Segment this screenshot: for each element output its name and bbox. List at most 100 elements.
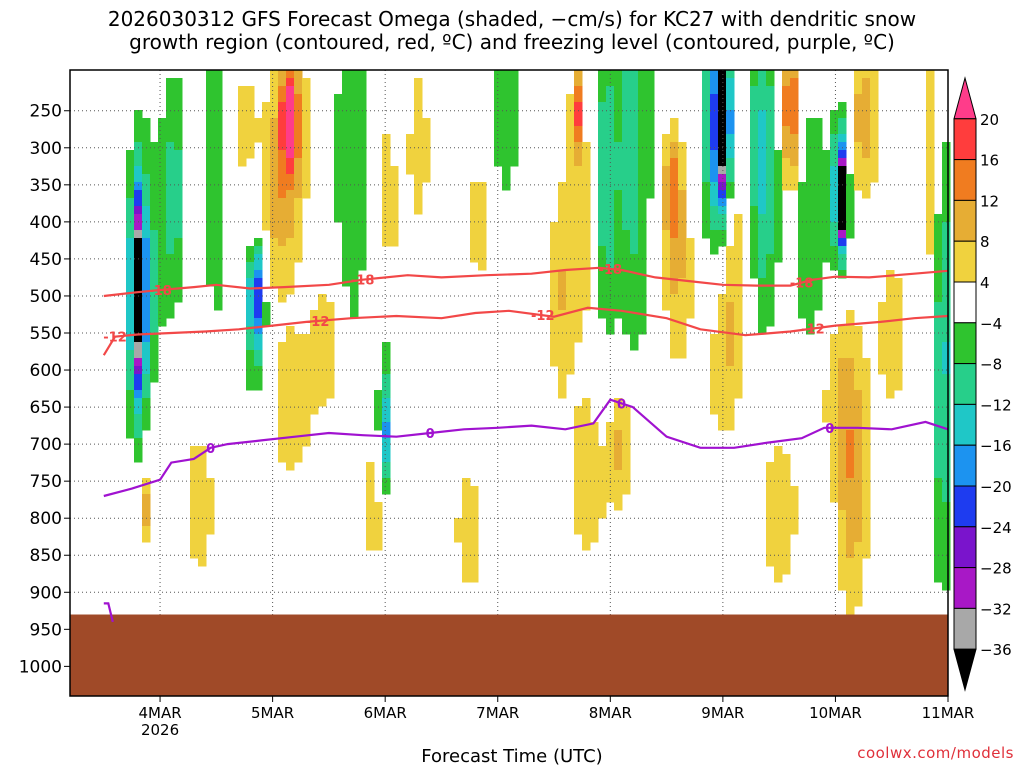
omega-cell — [782, 166, 791, 175]
omega-cell — [358, 230, 367, 239]
omega-cell — [782, 558, 791, 567]
omega-cell — [630, 270, 639, 279]
omega-cell — [406, 150, 415, 159]
omega-cell — [838, 462, 847, 471]
omega-cell — [822, 214, 831, 223]
omega-cell — [214, 174, 223, 183]
omega-cell — [934, 494, 943, 503]
omega-cell — [574, 486, 583, 495]
omega-cell — [766, 158, 775, 167]
omega-cell — [302, 422, 311, 431]
omega-cell — [710, 94, 719, 103]
omega-cell — [550, 238, 559, 247]
omega-cell — [166, 262, 175, 271]
omega-cell — [854, 550, 863, 559]
omega-cell — [158, 262, 167, 271]
omega-cell — [942, 382, 951, 391]
omega-cell — [134, 454, 143, 463]
omega-cell — [246, 310, 255, 319]
omega-cell — [142, 246, 151, 255]
omega-cell — [750, 142, 759, 151]
omega-cell — [214, 238, 223, 247]
omega-cell — [350, 142, 359, 151]
omega-cell — [942, 518, 951, 527]
omega-cell — [374, 502, 383, 511]
omega-cell — [598, 494, 607, 503]
omega-cell — [286, 206, 295, 215]
omega-cell — [150, 334, 159, 343]
omega-cell — [854, 502, 863, 511]
omega-cell — [862, 94, 871, 103]
omega-cell — [158, 222, 167, 231]
y-tick-label: 500 — [30, 287, 62, 307]
omega-cell — [726, 382, 735, 391]
omega-cell — [766, 190, 775, 199]
omega-cell — [502, 78, 511, 87]
omega-cell — [550, 254, 559, 263]
omega-cell — [814, 142, 823, 151]
omega-cell — [142, 310, 151, 319]
omega-cell — [614, 478, 623, 487]
omega-cell — [766, 318, 775, 327]
omega-cell — [470, 574, 479, 583]
omega-cell — [702, 222, 711, 231]
omega-cell — [614, 198, 623, 207]
omega-cell — [206, 206, 215, 215]
omega-cell — [638, 230, 647, 239]
omega-cell — [622, 78, 631, 87]
omega-cell — [886, 270, 895, 279]
omega-cell — [758, 118, 767, 127]
omega-cell — [846, 174, 855, 183]
omega-cell — [622, 438, 631, 447]
omega-cell — [630, 342, 639, 351]
colorbar-label: −8 — [980, 356, 1002, 374]
omega-cell — [374, 526, 383, 535]
omega-cell — [798, 182, 807, 191]
omega-cell — [470, 494, 479, 503]
omega-cell — [286, 382, 295, 391]
omega-cell — [270, 278, 279, 287]
omega-cell — [934, 486, 943, 495]
omega-cell — [942, 230, 951, 239]
omega-cell — [934, 406, 943, 415]
omega-cell — [718, 238, 727, 247]
omega-cell — [750, 230, 759, 239]
colorbar-bin — [953, 444, 977, 487]
omega-cell — [942, 534, 951, 543]
omega-cell — [254, 318, 263, 327]
omega-cell — [350, 110, 359, 119]
omega-cell — [934, 454, 943, 463]
omega-cell — [862, 78, 871, 87]
omega-cell — [798, 198, 807, 207]
omega-cell — [126, 150, 135, 159]
omega-cell — [422, 142, 431, 151]
omega-cell — [854, 510, 863, 519]
omega-cell — [278, 286, 287, 295]
omega-cell — [302, 350, 311, 359]
omega-cell — [630, 262, 639, 271]
omega-cell — [718, 206, 727, 215]
omega-cell — [670, 142, 679, 151]
omega-cell — [358, 110, 367, 119]
omega-cell — [734, 374, 743, 383]
y-tick-label: 1000 — [19, 657, 62, 677]
omega-cell — [286, 230, 295, 239]
contour-0-low — [103, 602, 114, 623]
omega-cell — [294, 454, 303, 463]
omega-cell — [574, 102, 583, 111]
omega-cell — [286, 70, 295, 79]
omega-cell — [126, 198, 135, 207]
omega-cell — [942, 478, 951, 487]
omega-cell — [334, 166, 343, 175]
omega-cell — [510, 158, 519, 167]
omega-cell — [206, 126, 215, 135]
omega-cell — [302, 110, 311, 119]
omega-cell — [622, 318, 631, 327]
omega-cell — [630, 190, 639, 199]
omega-cell — [558, 182, 567, 191]
omega-cell — [206, 246, 215, 255]
omega-cell — [294, 342, 303, 351]
omega-cell — [670, 270, 679, 279]
omega-cell — [638, 142, 647, 151]
colorbar-bin — [953, 240, 977, 283]
